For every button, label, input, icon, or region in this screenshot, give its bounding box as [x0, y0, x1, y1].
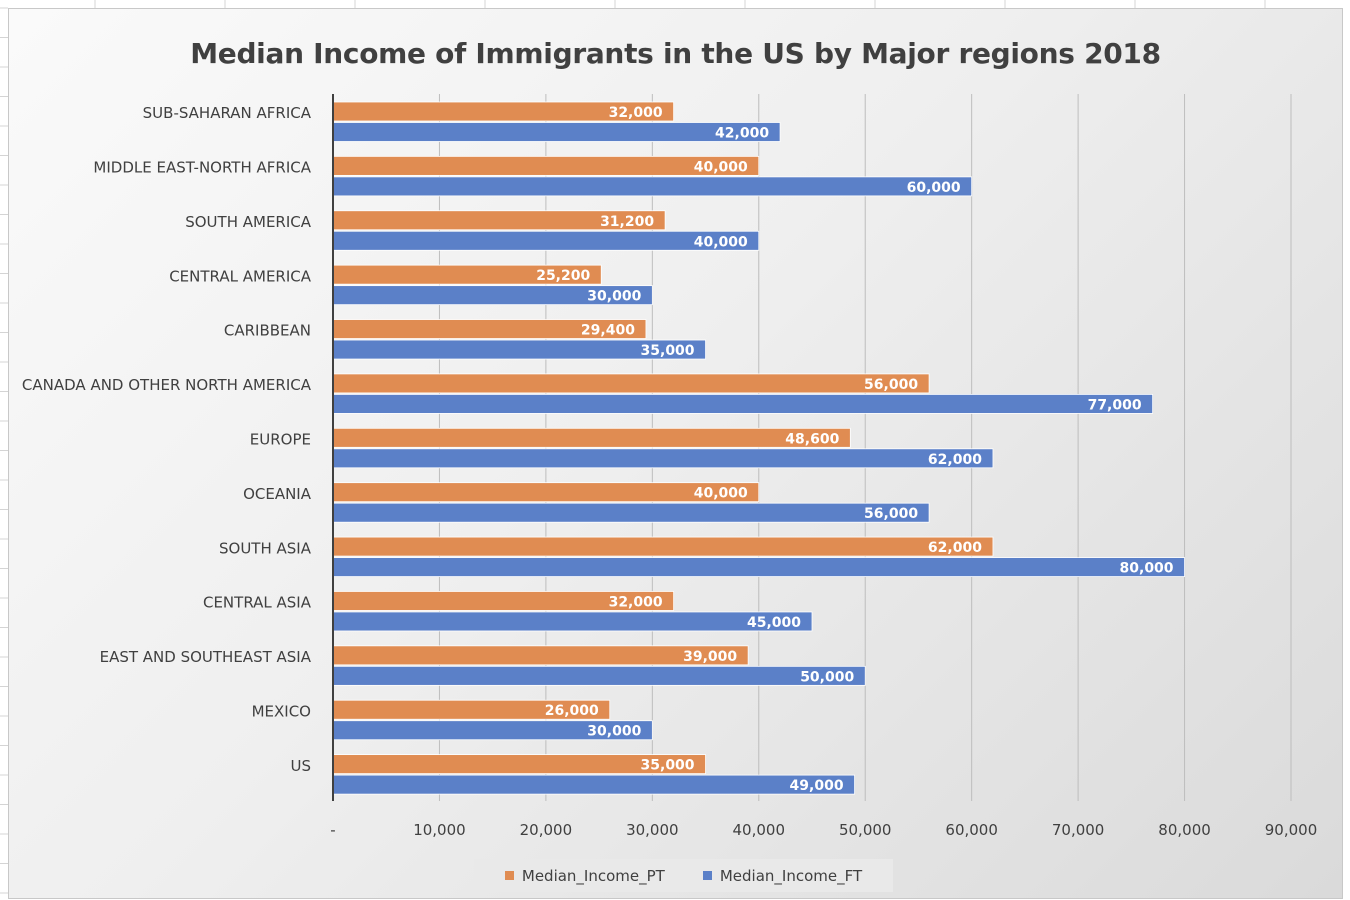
category-label: US — [290, 757, 311, 775]
x-tick-label: 80,000 — [1158, 821, 1211, 839]
data-label: 35,000 — [641, 343, 695, 359]
data-label: 40,000 — [694, 159, 748, 175]
x-tick-label: 30,000 — [626, 821, 679, 839]
data-label: 26,000 — [545, 703, 599, 719]
data-label: 56,000 — [864, 377, 918, 393]
data-label: 45,000 — [747, 615, 801, 631]
category-label: CENTRAL ASIA — [203, 594, 312, 612]
data-label: 48,600 — [785, 431, 839, 447]
category-label: MIDDLE EAST-NORTH AFRICA — [93, 159, 311, 177]
data-label: 62,000 — [928, 452, 982, 468]
x-tick-label: 70,000 — [1052, 821, 1105, 839]
x-tick-label: 20,000 — [520, 821, 573, 839]
bar-pt[interactable] — [332, 373, 930, 394]
legend-label-pt: Median_Income_PT — [521, 866, 665, 885]
x-tick-label: 50,000 — [839, 821, 892, 839]
data-label: 77,000 — [1088, 397, 1142, 413]
bar-ft[interactable] — [332, 394, 1154, 414]
category-label: CENTRAL AMERICA — [169, 267, 312, 285]
data-label: 39,000 — [683, 649, 737, 665]
data-label: 60,000 — [907, 180, 961, 196]
legend-item-pt: Median_Income_PT — [504, 866, 665, 885]
legend-swatch-ft — [702, 871, 712, 880]
data-label: 30,000 — [587, 724, 641, 740]
data-label: 29,400 — [581, 323, 635, 339]
data-label: 35,000 — [641, 758, 695, 774]
data-label: 80,000 — [1120, 561, 1174, 577]
category-label: OCEANIA — [243, 485, 312, 503]
data-label: 25,200 — [536, 268, 590, 284]
category-label: MEXICO — [252, 702, 311, 720]
category-label: EAST AND SOUTHEAST ASIA — [100, 648, 312, 666]
legend-label-ft: Median_Income_FT — [719, 866, 863, 885]
x-tick-label: 40,000 — [733, 821, 786, 839]
data-label: 56,000 — [864, 506, 918, 522]
chart-legend[interactable]: Median_Income_PT Median_Income_FT — [474, 859, 893, 892]
bar-ft[interactable] — [332, 557, 1185, 577]
category-label: EUROPE — [250, 431, 311, 449]
category-label: SUB-SAHARAN AFRICA — [143, 104, 312, 122]
x-tick-label: - — [330, 821, 335, 839]
bar-ft[interactable] — [332, 448, 994, 469]
bar-chart-plot: - 10,000 20,000 30,000 40,000 50,000 60,000 70,… — [22, 94, 1318, 839]
data-label: 49,000 — [790, 778, 844, 794]
data-label: 30,000 — [587, 289, 641, 305]
legend-item-ft: Median_Income_FT — [702, 866, 863, 885]
data-label: 32,000 — [609, 105, 663, 121]
data-label: 62,000 — [928, 540, 982, 556]
bar-ft[interactable] — [332, 611, 813, 632]
data-label: 40,000 — [694, 486, 748, 502]
data-label: 40,000 — [694, 234, 748, 250]
bar-ft[interactable] — [332, 176, 973, 197]
legend-swatch-pt — [504, 871, 514, 880]
x-tick-label: 60,000 — [945, 821, 998, 839]
category-label: SOUTH ASIA — [219, 539, 312, 557]
bar-ft[interactable] — [332, 502, 930, 523]
chart-area[interactable]: Median Income of Immigrants in the US by… — [8, 8, 1343, 899]
category-label: CANADA AND OTHER NORTH AMERICA — [22, 376, 312, 394]
data-label: 32,000 — [609, 594, 663, 610]
category-label: CARIBBEAN — [224, 322, 311, 340]
bar-ft[interactable] — [332, 774, 855, 795]
chart-title: Median Income of Immigrants in the US by… — [190, 37, 1161, 70]
data-label: 42,000 — [715, 126, 769, 142]
bar-pt[interactable] — [332, 536, 994, 557]
category-label: SOUTH AMERICA — [185, 213, 312, 231]
bar-ft[interactable] — [332, 122, 781, 142]
data-label: 50,000 — [800, 669, 854, 685]
x-tick-label: 90,000 — [1265, 821, 1318, 839]
data-label: 31,200 — [600, 214, 654, 230]
bar-ft[interactable] — [332, 665, 866, 686]
bar-pt[interactable] — [332, 427, 851, 448]
x-tick-label: 10,000 — [413, 821, 466, 839]
